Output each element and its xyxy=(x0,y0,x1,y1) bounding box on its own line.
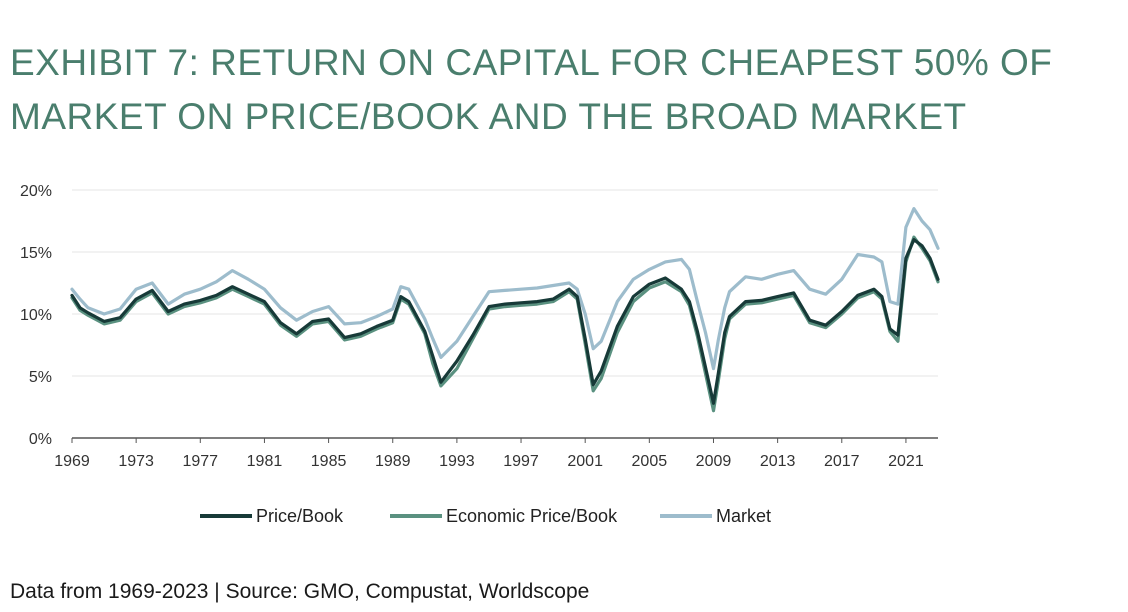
line-chart: 0%5%10%15%20% 1969 1973 1977 1981 1985 1989 19… xyxy=(20,183,940,526)
x-tick-label: 1993 xyxy=(439,453,475,470)
x-tick-label: 1981 xyxy=(247,453,283,470)
x-tick-label: 1977 xyxy=(182,453,218,470)
y-axis-labels: 0% 5% 10% 15% 20% xyxy=(20,183,52,448)
x-tick-label: 2009 xyxy=(696,453,732,470)
x-tick-label: 2013 xyxy=(760,453,796,470)
y-tick-label: 5% xyxy=(29,369,52,386)
legend-item: Market xyxy=(660,506,771,526)
series-line-price-book xyxy=(70,237,940,405)
y-tick-label: 15% xyxy=(20,245,52,262)
x-tick-label: 1973 xyxy=(118,453,154,470)
legend-item: Price/Book xyxy=(200,506,344,526)
grid-lines xyxy=(72,189,938,377)
legend: Price/Book Economic Price/Book Market xyxy=(200,506,771,526)
y-tick-label: 0% xyxy=(29,431,52,448)
x-axis-labels: 1969 1973 1977 1981 1985 1989 1993 1997 2001 2005… xyxy=(54,453,924,470)
source-note: Data from 1969-2023 | Source: GMO, Compu… xyxy=(10,580,590,603)
legend-label: Economic Price/Book xyxy=(446,506,618,526)
series-line-economic-price-book xyxy=(70,235,940,413)
x-tick-label: 2001 xyxy=(567,453,603,470)
x-axis xyxy=(71,437,938,443)
x-tick-label: 1985 xyxy=(311,453,347,470)
series-lines xyxy=(70,206,940,413)
y-tick-label: 10% xyxy=(20,307,52,324)
x-tick-label: 2017 xyxy=(824,453,860,470)
series-line-market xyxy=(70,206,940,371)
x-tick-label: 1989 xyxy=(375,453,411,470)
x-tick-label: 1997 xyxy=(503,453,539,470)
x-tick-label: 1969 xyxy=(54,453,90,470)
legend-label: Market xyxy=(716,506,771,526)
x-tick-label: 2005 xyxy=(632,453,668,470)
legend-label: Price/Book xyxy=(256,506,344,526)
y-tick-label: 20% xyxy=(20,183,52,200)
legend-item: Economic Price/Book xyxy=(390,506,618,526)
chart-title: EXHIBIT 7: RETURN ON CAPITAL FOR CHEAPES… xyxy=(10,42,1053,137)
x-tick-label: 2021 xyxy=(888,453,924,470)
